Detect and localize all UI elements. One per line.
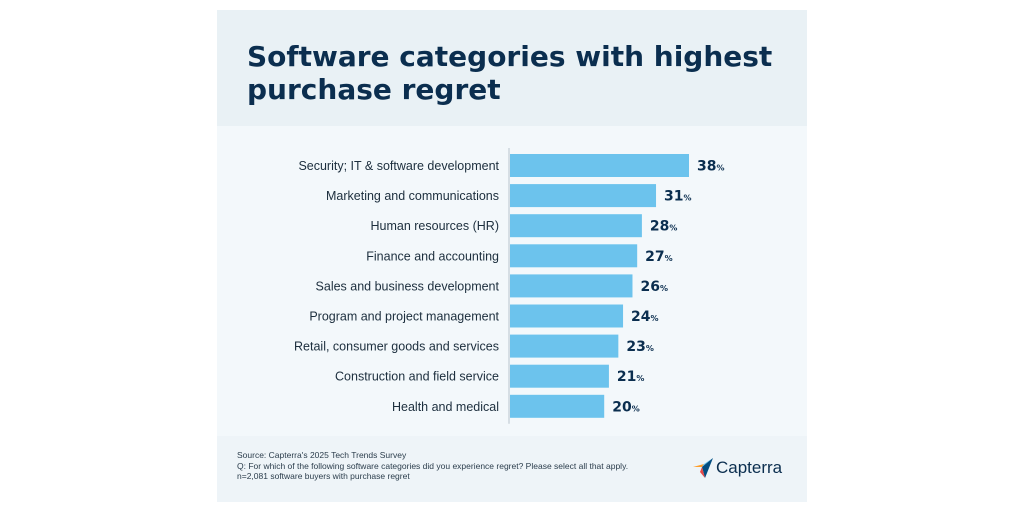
category-label: Retail, consumer goods and services	[294, 340, 499, 354]
category-label: Security; IT & software development	[298, 159, 499, 173]
value-label: 38%	[697, 159, 725, 175]
value-label: 23%	[626, 339, 654, 355]
sample-note: n=2,081 software buyers with purchase re…	[237, 471, 410, 481]
value-label: 31%	[664, 189, 692, 205]
bar	[510, 394, 605, 418]
value-label: 27%	[645, 249, 673, 265]
bar	[510, 214, 642, 238]
category-label: Finance and accounting	[366, 249, 499, 263]
question-note: Q: For which of the following software c…	[237, 460, 629, 471]
value-label: 21%	[617, 369, 645, 385]
bar	[510, 364, 609, 388]
value-label: 20%	[612, 399, 640, 415]
category-label: Sales and business development	[316, 279, 500, 293]
chart-area: Security; IT & software development 38% Ma…	[217, 126, 807, 436]
chart-footer: Source: Capterra's 2025 Tech Trends Surv…	[237, 450, 657, 482]
bar	[510, 274, 633, 298]
bar-chart: Security; IT & software development 38% Ma…	[294, 148, 725, 424]
chart-title: Software categories with highest purchas…	[247, 40, 773, 106]
bar	[510, 244, 638, 268]
bar	[510, 184, 657, 208]
bar	[510, 304, 624, 328]
bar	[510, 334, 619, 358]
capterra-arrow-icon	[693, 458, 713, 478]
logo-text: Capterra	[716, 458, 783, 477]
source-note: Source: Capterra's 2025 Tech Trends Surv…	[237, 450, 407, 460]
value-label: 28%	[650, 219, 678, 235]
capterra-logo: Capterra	[693, 457, 782, 479]
category-label: Human resources (HR)	[370, 219, 499, 233]
title-band: Software categories with highest purchas…	[217, 10, 807, 126]
category-label: Health and medical	[392, 400, 499, 414]
category-label: Marketing and communications	[326, 189, 499, 203]
value-label: 26%	[640, 279, 668, 295]
infographic-card: Software categories with highest purchas…	[217, 10, 807, 502]
category-label: Construction and field service	[335, 370, 499, 384]
value-label: 24%	[631, 309, 659, 325]
category-label: Program and project management	[309, 310, 499, 324]
bar	[510, 154, 689, 177]
